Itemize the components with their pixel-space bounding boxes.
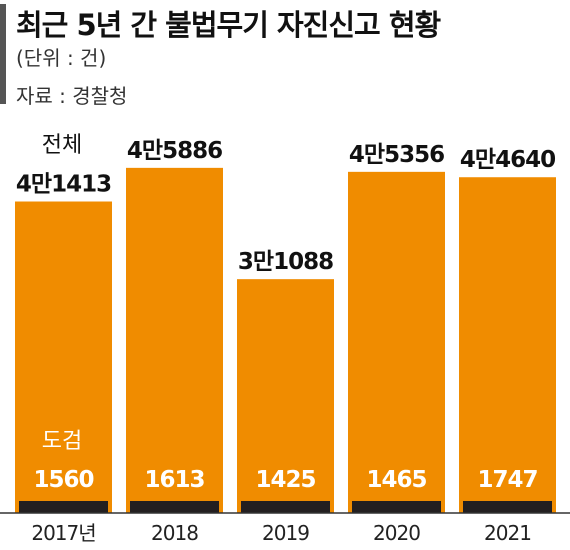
bar-knife — [352, 501, 441, 513]
bar-total — [237, 279, 334, 513]
data-label-total: 4만5356 — [349, 142, 444, 168]
chart-title: 최근 5년 간 불법무기 자진신고 현황 — [16, 8, 441, 42]
bar-total — [126, 167, 223, 513]
x-tick-label: 2019 — [262, 521, 309, 545]
series-name-knife: 도검 — [42, 429, 82, 454]
x-tick-label: 2020 — [373, 521, 420, 545]
unit-label: (단위 : 건) — [16, 46, 107, 70]
bar-knife — [241, 501, 330, 513]
bar-total — [348, 171, 445, 513]
data-label-knife: 1560 — [33, 467, 93, 493]
series-name-total: 전체 — [42, 133, 82, 158]
data-label-total: 4만4640 — [460, 147, 555, 173]
title-accent-bar — [0, 4, 6, 104]
bar-total — [15, 201, 112, 514]
bar-total — [459, 177, 556, 514]
x-tick-label: 2021 — [484, 521, 531, 545]
data-label-total: 3만1088 — [238, 249, 333, 275]
x-tick-label: 2017년 — [31, 521, 95, 545]
data-label-total: 4만1413 — [16, 172, 111, 198]
bar-knife — [19, 501, 108, 513]
data-label-knife: 1465 — [366, 467, 426, 493]
source-label: 자료 : 경찰청 — [16, 84, 128, 108]
bar-knife — [130, 501, 219, 513]
data-label-total: 4만5886 — [127, 138, 222, 164]
bar-knife — [463, 501, 552, 513]
x-tick-label: 2018 — [151, 521, 198, 545]
data-label-knife: 1613 — [144, 467, 204, 493]
data-label-knife: 1425 — [255, 467, 315, 493]
data-label-knife: 1747 — [477, 467, 537, 493]
